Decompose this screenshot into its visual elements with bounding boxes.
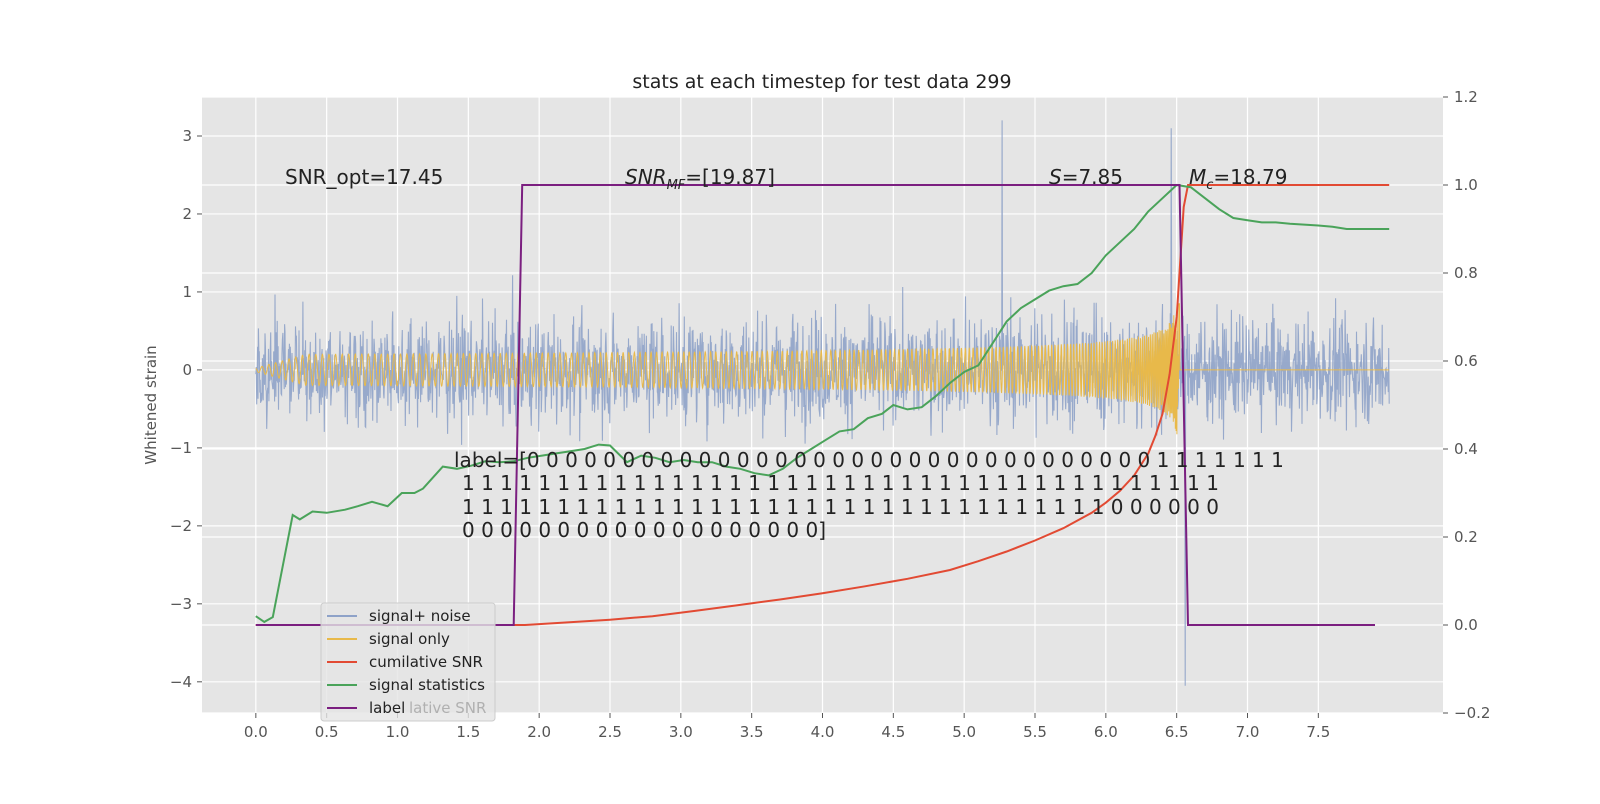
label-annotation-line-3: 1 1 1 1 1 1 1 1 1 1 1 1 1 1 1 1 1 1 1 1 … bbox=[462, 495, 1219, 519]
x-tick-label: 7.5 bbox=[1306, 723, 1330, 741]
x-tick-label: 6.0 bbox=[1094, 723, 1118, 741]
label-annotation-line-4: 0 0 0 0 0 0 0 0 0 0 0 0 0 0 0 0 0 0 0] bbox=[462, 518, 826, 542]
snr-mf-sub: MF bbox=[667, 178, 686, 193]
y-tick-label: 0 bbox=[182, 361, 192, 379]
s-value: =7.85 bbox=[1062, 165, 1123, 189]
mc-annotation: Mc=18.79 bbox=[1189, 165, 1287, 193]
legend-label-cumulative-snr: cumilative SNR bbox=[369, 653, 483, 671]
x-tick-label: 1.0 bbox=[386, 723, 410, 741]
legend: signal+ noise signal only cumilative SNR… bbox=[320, 602, 496, 722]
y-tick-label: −3 bbox=[170, 595, 192, 613]
y2-tick-label: 1.2 bbox=[1454, 88, 1478, 106]
x-tick-label: 3.0 bbox=[669, 723, 693, 741]
series-cumulative-snr bbox=[255, 184, 1390, 626]
y-tick-label: −2 bbox=[170, 517, 192, 535]
series-signal-statistics bbox=[255, 183, 1390, 624]
legend-label-label: label bbox=[369, 699, 405, 717]
axis-layer: 0.0 0.5 1.0 1.5 2.0 2.5 3.0 3.5 4.0 4.5 5.0 5.5 6.0 6… bbox=[170, 88, 1491, 741]
y-tick-label: 1 bbox=[182, 283, 192, 301]
chart-title: stats at each timestep for test data 299 bbox=[632, 71, 1011, 93]
legend-label-signal: signal only bbox=[369, 630, 450, 648]
series-signal-only bbox=[255, 303, 1390, 435]
legend-box bbox=[320, 602, 496, 722]
snr-opt-annotation: SNR_opt=17.45 bbox=[285, 165, 443, 189]
label-annotation-line-1: label=[0 0 0 0 0 0 0 0 0 0 0 0 0 0 0 0 0… bbox=[454, 448, 1284, 472]
mc-base: M bbox=[1189, 165, 1206, 189]
snr-mf-base: SNR bbox=[625, 165, 667, 189]
y2-tick-label: 0.8 bbox=[1454, 264, 1478, 282]
x-tick-label: 4.0 bbox=[811, 723, 835, 741]
legend-ghost-text: lative SNR bbox=[409, 699, 486, 717]
x-tick-label: 6.5 bbox=[1165, 723, 1189, 741]
y-tick-label: 2 bbox=[182, 205, 192, 223]
x-tick-label: 4.5 bbox=[881, 723, 905, 741]
y2-tick-label: −0.2 bbox=[1454, 704, 1490, 722]
x-tick-label: 0.5 bbox=[315, 723, 339, 741]
mc-sub: c bbox=[1206, 178, 1213, 193]
snr-mf-annotation: SNRMF=[19.87] bbox=[625, 165, 775, 193]
y-tick-label: 3 bbox=[182, 127, 192, 145]
label-annotation-line-2: 1 1 1 1 1 1 1 1 1 1 1 1 1 1 1 1 1 1 1 1 … bbox=[462, 471, 1219, 495]
x-tick-label: 2.0 bbox=[527, 723, 551, 741]
s-annotation: S=7.85 bbox=[1049, 165, 1123, 189]
x-tick-label: 2.5 bbox=[598, 723, 622, 741]
x-tick-label: 5.0 bbox=[952, 723, 976, 741]
x-tick-label: 1.5 bbox=[456, 723, 480, 741]
legend-label-statistics: signal statistics bbox=[369, 676, 485, 694]
y-axis-label: Whitened strain bbox=[142, 345, 160, 464]
y2-tick-label: 0.0 bbox=[1454, 616, 1478, 634]
annotation-group: SNR_opt=17.45 SNRMF=[19.87] S=7.85 Mc=18… bbox=[285, 165, 1287, 542]
legend-label-noise: signal+ noise bbox=[369, 607, 471, 625]
snr-mf-rest: =[19.87] bbox=[685, 165, 775, 189]
y2-tick-label: 0.2 bbox=[1454, 528, 1478, 546]
y-tick-label: −4 bbox=[170, 673, 192, 691]
y2-tick-label: 1.0 bbox=[1454, 176, 1478, 194]
x-tick-label: 3.5 bbox=[740, 723, 764, 741]
x-tick-label: 5.5 bbox=[1023, 723, 1047, 741]
y2-tick-label: 0.6 bbox=[1454, 352, 1478, 370]
y2-tick-label: 0.4 bbox=[1454, 440, 1478, 458]
x-tick-label: 0.0 bbox=[244, 723, 268, 741]
mc-value: =18.79 bbox=[1213, 165, 1287, 189]
y-tick-label: −1 bbox=[170, 439, 192, 457]
x-tick-label: 7.0 bbox=[1236, 723, 1260, 741]
s-symbol: S bbox=[1049, 165, 1062, 189]
